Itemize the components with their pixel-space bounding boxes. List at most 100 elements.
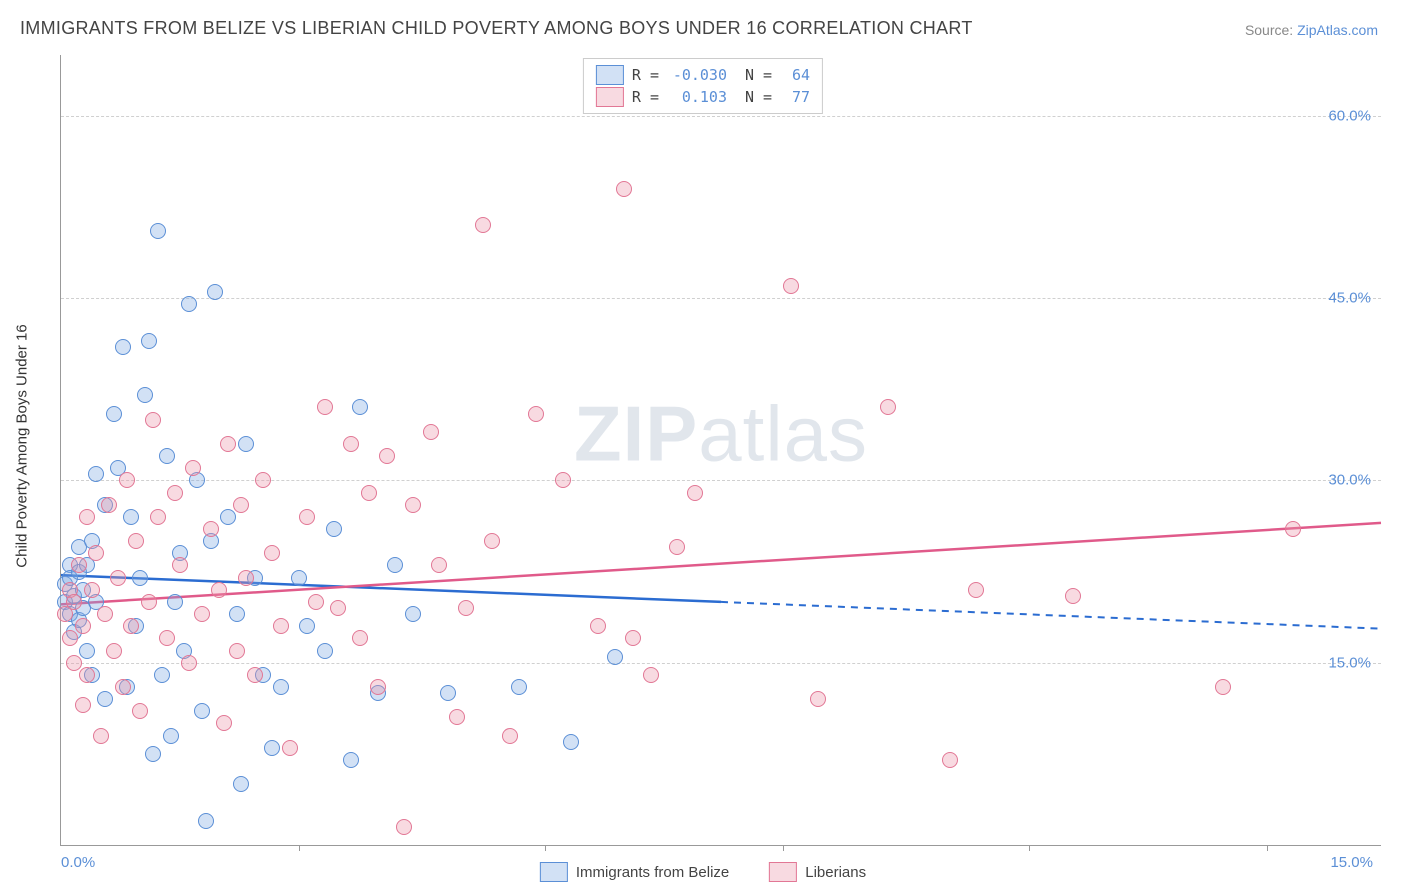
scatter-point-liberia	[449, 709, 465, 725]
scatter-point-liberia	[238, 570, 254, 586]
series-label-belize: Immigrants from Belize	[576, 864, 729, 881]
scatter-point-belize	[181, 296, 197, 312]
scatter-point-belize	[405, 606, 421, 622]
scatter-point-belize	[387, 557, 403, 573]
scatter-point-liberia	[115, 679, 131, 695]
r-label: R =	[632, 66, 659, 84]
scatter-point-liberia	[247, 667, 263, 683]
x-tick-mark	[1029, 845, 1030, 851]
scatter-point-liberia	[308, 594, 324, 610]
x-tick-mark	[783, 845, 784, 851]
legend-swatch-liberia	[769, 862, 797, 882]
scatter-point-liberia	[458, 600, 474, 616]
scatter-point-liberia	[97, 606, 113, 622]
legend-swatch-belize	[596, 65, 624, 85]
scatter-point-belize	[264, 740, 280, 756]
source-link[interactable]: ZipAtlas.com	[1297, 22, 1378, 38]
n-value-belize: 64	[780, 66, 810, 84]
scatter-point-liberia	[1285, 521, 1301, 537]
scatter-point-belize	[229, 606, 245, 622]
gridline-h	[61, 663, 1381, 664]
scatter-point-belize	[220, 509, 236, 525]
y-tick-label: 30.0%	[1328, 472, 1371, 489]
scatter-point-belize	[150, 223, 166, 239]
watermark-bold: ZIP	[574, 390, 698, 478]
scatter-point-liberia	[352, 630, 368, 646]
scatter-point-liberia	[220, 436, 236, 452]
scatter-point-liberia	[119, 472, 135, 488]
scatter-point-liberia	[1215, 679, 1231, 695]
scatter-point-liberia	[79, 509, 95, 525]
scatter-point-liberia	[62, 630, 78, 646]
scatter-point-belize	[299, 618, 315, 634]
scatter-point-liberia	[330, 600, 346, 616]
scatter-point-liberia	[123, 618, 139, 634]
gridline-h	[61, 298, 1381, 299]
scatter-point-liberia	[475, 217, 491, 233]
scatter-point-liberia	[181, 655, 197, 671]
scatter-point-belize	[141, 333, 157, 349]
x-axis-min-label: 0.0%	[61, 854, 95, 871]
scatter-point-liberia	[167, 485, 183, 501]
scatter-point-liberia	[203, 521, 219, 537]
y-tick-label: 45.0%	[1328, 290, 1371, 307]
source-prefix: Source:	[1245, 22, 1297, 38]
scatter-point-liberia	[379, 448, 395, 464]
scatter-point-belize	[137, 387, 153, 403]
trendline-dashed-belize	[721, 602, 1381, 629]
scatter-point-belize	[291, 570, 307, 586]
series-label-liberia: Liberians	[805, 864, 866, 881]
scatter-point-belize	[132, 570, 148, 586]
scatter-point-belize	[163, 728, 179, 744]
scatter-point-belize	[97, 691, 113, 707]
scatter-point-liberia	[93, 728, 109, 744]
scatter-point-belize	[317, 643, 333, 659]
scatter-point-belize	[511, 679, 527, 695]
corr-legend-row-liberia: R =0.103N =77	[596, 87, 810, 107]
scatter-point-liberia	[132, 703, 148, 719]
scatter-point-liberia	[343, 436, 359, 452]
scatter-point-belize	[115, 339, 131, 355]
scatter-point-liberia	[625, 630, 641, 646]
scatter-point-liberia	[75, 697, 91, 713]
scatter-point-liberia	[590, 618, 606, 634]
watermark: ZIPatlas	[574, 389, 868, 480]
n-label: N =	[745, 88, 772, 106]
series-legend-item-liberia: Liberians	[769, 862, 866, 882]
scatter-point-liberia	[79, 667, 95, 683]
scatter-point-liberia	[66, 594, 82, 610]
gridline-h	[61, 116, 1381, 117]
source-attribution: Source: ZipAtlas.com	[1245, 22, 1378, 38]
scatter-point-liberia	[810, 691, 826, 707]
scatter-point-liberia	[361, 485, 377, 501]
scatter-point-liberia	[172, 557, 188, 573]
scatter-point-liberia	[84, 582, 100, 598]
x-axis-max-label: 15.0%	[1330, 854, 1373, 871]
scatter-point-liberia	[145, 412, 161, 428]
scatter-point-belize	[106, 406, 122, 422]
scatter-point-belize	[440, 685, 456, 701]
scatter-point-liberia	[317, 399, 333, 415]
scatter-point-liberia	[1065, 588, 1081, 604]
scatter-point-liberia	[299, 509, 315, 525]
scatter-point-belize	[326, 521, 342, 537]
trendline-liberia	[61, 523, 1381, 604]
scatter-point-liberia	[484, 533, 500, 549]
scatter-point-belize	[233, 776, 249, 792]
r-label: R =	[632, 88, 659, 106]
y-tick-label: 15.0%	[1328, 654, 1371, 671]
scatter-point-liberia	[555, 472, 571, 488]
scatter-point-belize	[154, 667, 170, 683]
scatter-point-liberia	[229, 643, 245, 659]
scatter-point-liberia	[968, 582, 984, 598]
scatter-point-belize	[194, 703, 210, 719]
scatter-point-liberia	[194, 606, 210, 622]
scatter-point-liberia	[273, 618, 289, 634]
scatter-point-liberia	[159, 630, 175, 646]
scatter-point-liberia	[264, 545, 280, 561]
scatter-point-liberia	[216, 715, 232, 731]
scatter-point-liberia	[106, 643, 122, 659]
scatter-point-belize	[88, 466, 104, 482]
legend-swatch-liberia	[596, 87, 624, 107]
watermark-rest: atlas	[698, 390, 868, 478]
